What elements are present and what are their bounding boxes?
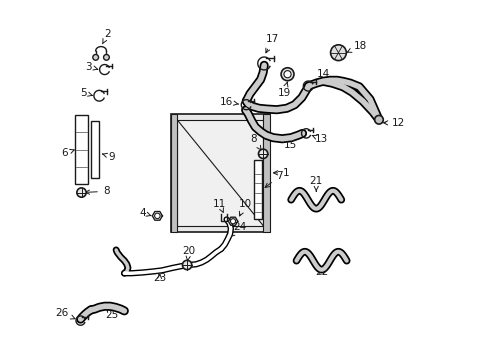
Bar (254, 160, 262, 220)
Text: 15: 15 (281, 139, 297, 150)
Text: 5: 5 (80, 88, 92, 98)
Text: 6: 6 (61, 148, 74, 158)
Circle shape (77, 188, 86, 197)
Text: 18: 18 (346, 41, 366, 52)
Text: 17: 17 (265, 34, 279, 53)
Text: 24: 24 (229, 222, 246, 237)
Circle shape (154, 213, 160, 219)
Text: 9: 9 (102, 152, 115, 162)
Bar (177, 120, 263, 226)
Text: 10: 10 (238, 199, 251, 216)
Text: 8: 8 (250, 134, 261, 150)
Bar (171, 114, 177, 232)
Bar (91, 121, 99, 178)
Text: 22: 22 (314, 267, 327, 277)
Text: 26: 26 (56, 308, 75, 319)
Circle shape (258, 149, 267, 158)
Circle shape (230, 219, 235, 224)
Circle shape (330, 45, 346, 60)
Text: 20: 20 (182, 246, 195, 261)
Text: 2: 2 (102, 28, 111, 44)
Bar (171, 114, 269, 232)
Circle shape (284, 71, 290, 78)
Text: 4: 4 (139, 208, 151, 218)
Text: 25: 25 (105, 307, 118, 320)
Text: 23: 23 (153, 273, 166, 283)
Circle shape (281, 68, 293, 81)
Text: 12: 12 (383, 118, 404, 128)
Circle shape (182, 260, 191, 270)
Circle shape (103, 54, 109, 60)
Text: 1: 1 (273, 168, 289, 178)
Bar (263, 114, 269, 232)
Text: 11: 11 (212, 199, 225, 212)
Text: 8: 8 (85, 186, 109, 196)
Text: 3: 3 (85, 62, 98, 72)
Text: 16: 16 (219, 97, 238, 107)
Circle shape (374, 116, 383, 124)
Text: 7: 7 (264, 171, 283, 188)
Text: 13: 13 (311, 134, 328, 144)
Text: 21: 21 (309, 176, 322, 191)
Bar (75, 116, 88, 184)
Text: 19: 19 (277, 82, 290, 98)
Text: 14: 14 (314, 69, 330, 84)
Circle shape (93, 54, 99, 60)
